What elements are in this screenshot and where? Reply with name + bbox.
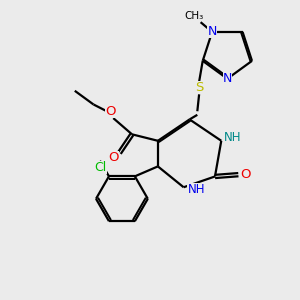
Text: N: N (207, 26, 217, 38)
Text: O: O (109, 151, 119, 164)
Text: N: N (223, 72, 232, 85)
Text: NH: NH (188, 183, 205, 196)
Text: NH: NH (224, 131, 242, 144)
Text: O: O (105, 105, 116, 118)
Text: CH₃: CH₃ (184, 11, 204, 21)
Text: S: S (195, 81, 203, 94)
Text: O: O (240, 168, 251, 181)
Text: Cl: Cl (94, 161, 107, 174)
